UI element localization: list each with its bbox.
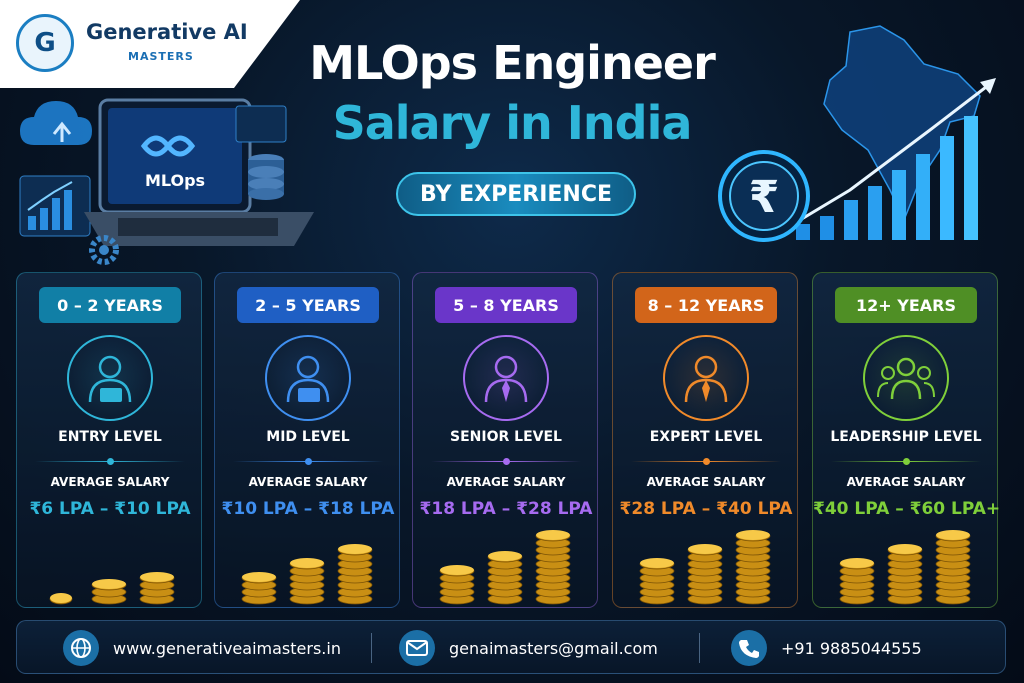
growth-arrow-icon	[799, 78, 996, 222]
website-text: www.generativeaimasters.in	[113, 638, 341, 658]
laptop-label: MLOps	[145, 171, 205, 190]
salary-range: ₹40 LPA – ₹60 LPA+	[813, 499, 1001, 519]
page-title: MLOps Engineer	[309, 36, 716, 90]
rupee-coin-icon	[718, 150, 810, 242]
years-badge: 2 – 5 YEARS	[237, 287, 379, 323]
experience-pill: BY EXPERIENCE	[396, 172, 636, 216]
divider-dot	[305, 458, 312, 465]
email-text: genaimasters@gmail.com	[449, 638, 658, 658]
level-title: ENTRY LEVEL	[58, 429, 162, 445]
level-title: EXPERT LEVEL	[649, 429, 763, 445]
coin-stacks-icon	[17, 521, 203, 605]
person-glasses-laptop-icon	[265, 335, 351, 421]
average-salary-label: AVERAGE SALARY	[446, 475, 566, 489]
cloud-icon	[20, 101, 92, 145]
rupee-symbol: ₹	[749, 172, 780, 223]
salary-range: ₹18 LPA – ₹28 LPA	[419, 499, 593, 519]
growth-bars-icon	[796, 116, 978, 240]
brand-logo-icon: G	[16, 14, 74, 72]
footer-divider	[699, 633, 700, 663]
divider-dot	[503, 458, 510, 465]
salary-range: ₹10 LPA – ₹18 LPA	[221, 499, 395, 519]
phone-link[interactable]: +91 9885044555	[731, 621, 922, 675]
experience-card: 0 – 2 YEARS ENTRY LEVEL AVERAGE SALARY ₹6 L…	[16, 272, 202, 608]
level-title: LEADERSHIP LEVEL	[830, 429, 982, 445]
logo-banner: G Generative AI MASTERS	[0, 0, 300, 88]
phone-icon	[731, 630, 767, 666]
divider-dot	[903, 458, 910, 465]
coin-stacks-icon	[413, 521, 599, 605]
dashboard-panel-icon	[235, 105, 287, 143]
person-laptop-icon	[67, 335, 153, 421]
experience-card: 8 – 12 YEARS EXPERT LEVEL AVERAGE SALARY ₹2…	[612, 272, 798, 608]
level-title: SENIOR LEVEL	[450, 429, 562, 445]
experience-card: 2 – 5 YEARS MID LEVEL AVERAGE SALARY ₹10 LP…	[214, 272, 400, 608]
salary-range: ₹6 LPA – ₹10 LPA	[29, 499, 191, 519]
level-title: MID LEVEL	[266, 429, 350, 445]
brand-subname: MASTERS	[128, 50, 194, 63]
divider-dot	[703, 458, 710, 465]
india-map-growth-illustration: ₹	[700, 20, 1020, 260]
website-link[interactable]: www.generativeaimasters.in	[63, 621, 341, 675]
person-tie-icon	[663, 335, 749, 421]
coin-stacks-icon	[215, 521, 401, 605]
average-salary-label: AVERAGE SALARY	[646, 475, 766, 489]
years-badge: 5 – 8 YEARS	[435, 287, 577, 323]
globe-icon	[63, 630, 99, 666]
experience-card: 12+ YEARS LEADERSHIP LEVEL AVERAGE SALARY ₹…	[812, 272, 1001, 608]
years-badge: 0 – 2 YEARS	[39, 287, 181, 323]
salary-range: ₹28 LPA – ₹40 LPA	[619, 499, 793, 519]
divider-dot	[107, 458, 114, 465]
footer-divider	[371, 633, 372, 663]
gear-icon	[89, 235, 119, 265]
page-subtitle: Salary in India	[332, 96, 693, 150]
contact-footer: www.generativeaimasters.in genaimasters@…	[16, 620, 1006, 674]
mail-icon	[399, 630, 435, 666]
years-badge: 8 – 12 YEARS	[635, 287, 777, 323]
person-suit-icon	[463, 335, 549, 421]
mlops-laptop-illustration: MLOps	[14, 90, 314, 270]
years-badge: 12+ YEARS	[835, 287, 977, 323]
chart-panel-icon	[19, 175, 91, 237]
experience-card: 5 – 8 YEARS SENIOR LEVEL AVERAGE SALARY ₹18…	[412, 272, 598, 608]
brand-name: Generative AI	[86, 20, 248, 44]
coin-stacks-icon	[613, 521, 799, 605]
team-icon	[863, 335, 949, 421]
phone-text: +91 9885044555	[781, 638, 922, 658]
email-link[interactable]: genaimasters@gmail.com	[399, 621, 658, 675]
average-salary-label: AVERAGE SALARY	[50, 475, 170, 489]
average-salary-label: AVERAGE SALARY	[846, 475, 966, 489]
laptop-icon	[84, 98, 314, 246]
average-salary-label: AVERAGE SALARY	[248, 475, 368, 489]
coin-stacks-icon	[813, 521, 999, 605]
database-icon	[248, 154, 284, 200]
